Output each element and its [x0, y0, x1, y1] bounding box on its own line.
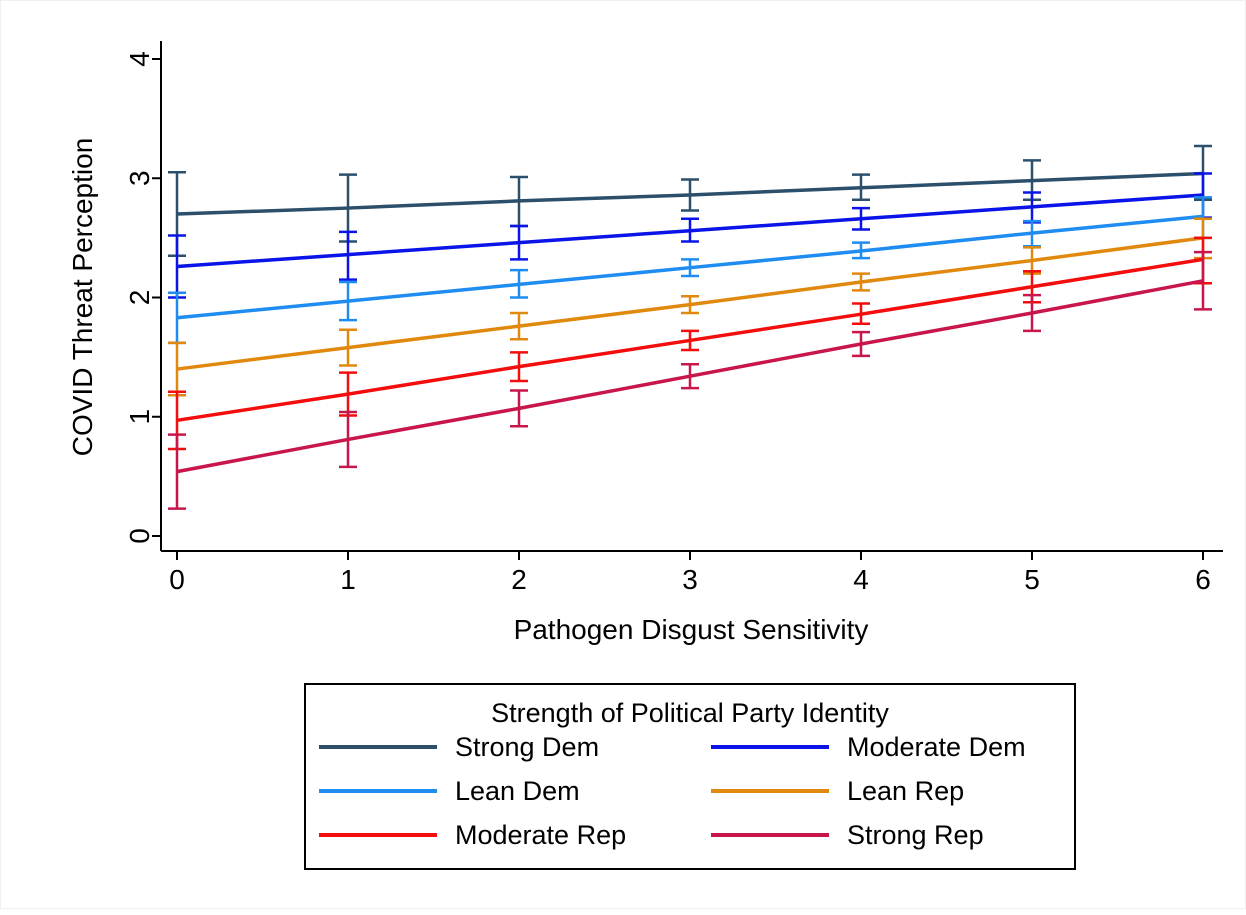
x-tick-label: 5 [1024, 564, 1040, 595]
y-tick-label: 1 [124, 409, 155, 425]
y-axis-title: COVID Threat Perception [67, 138, 98, 457]
plot-area [168, 146, 1212, 509]
x-tick-label: 6 [1195, 564, 1211, 595]
series-strong-rep [168, 252, 1212, 508]
x-tick-label: 2 [511, 564, 527, 595]
legend-label: Strong Dem [455, 732, 599, 762]
x-tick-label: 0 [169, 564, 185, 595]
legend: Strength of Political Party Identity Str… [305, 684, 1075, 869]
x-tick-label: 4 [853, 564, 869, 595]
x-tick-label: 1 [340, 564, 356, 595]
legend-title: Strength of Political Party Identity [491, 698, 889, 728]
series-line-moderate-rep [177, 259, 1203, 420]
legend-label: Moderate Rep [455, 820, 626, 850]
axes: 0 1 2 3 4 0 1 2 3 4 5 6 Pathogen Disgust Sensitivi… [67, 41, 1223, 645]
x-axis-title: Pathogen Disgust Sensitivity [514, 614, 869, 645]
legend-label: Lean Dem [455, 776, 580, 806]
y-ticks: 0 1 2 3 4 [124, 51, 161, 544]
legend-label: Moderate Dem [847, 732, 1026, 762]
x-tick-label: 3 [682, 564, 698, 595]
y-tick-label: 4 [124, 51, 155, 67]
legend-label: Strong Rep [847, 820, 984, 850]
y-tick-label: 3 [124, 170, 155, 186]
legend-label: Lean Rep [847, 776, 964, 806]
y-tick-label: 2 [124, 290, 155, 306]
y-tick-label: 0 [124, 528, 155, 544]
x-ticks: 0 1 2 3 4 5 6 [169, 551, 1211, 595]
